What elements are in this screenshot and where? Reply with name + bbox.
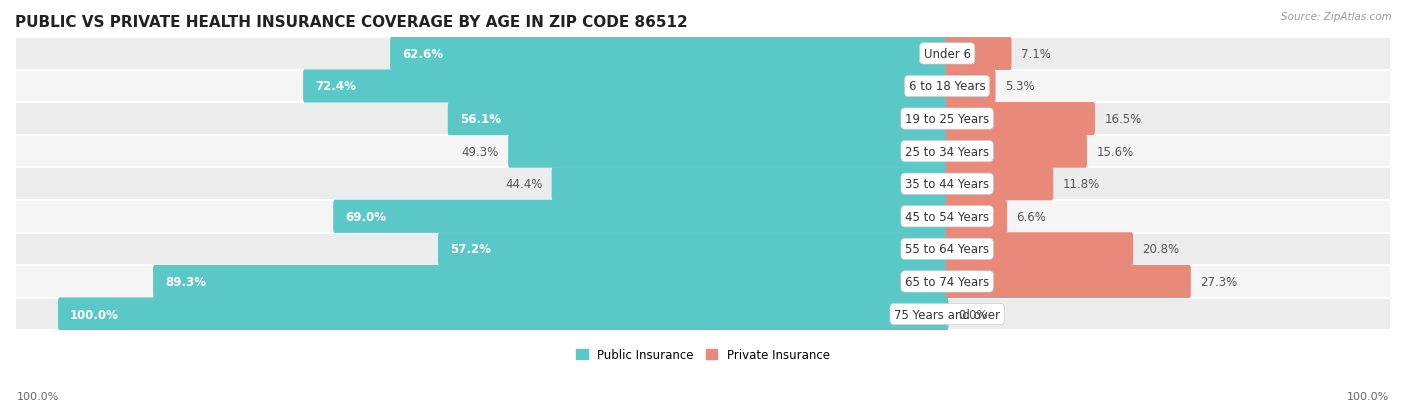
Text: 44.4%: 44.4% bbox=[505, 178, 543, 191]
FancyBboxPatch shape bbox=[15, 38, 1391, 71]
FancyBboxPatch shape bbox=[15, 103, 1391, 135]
Text: 55 to 64 Years: 55 to 64 Years bbox=[905, 243, 990, 256]
Text: 89.3%: 89.3% bbox=[165, 275, 207, 288]
FancyBboxPatch shape bbox=[15, 200, 1391, 233]
Text: 5.3%: 5.3% bbox=[1005, 80, 1035, 93]
Text: 6.6%: 6.6% bbox=[1017, 210, 1046, 223]
Text: 100.0%: 100.0% bbox=[17, 391, 59, 401]
FancyBboxPatch shape bbox=[508, 135, 949, 169]
Text: 69.0%: 69.0% bbox=[346, 210, 387, 223]
FancyBboxPatch shape bbox=[439, 233, 949, 266]
Text: 19 to 25 Years: 19 to 25 Years bbox=[905, 113, 990, 126]
Text: 72.4%: 72.4% bbox=[315, 80, 356, 93]
Legend: Public Insurance, Private Insurance: Public Insurance, Private Insurance bbox=[571, 343, 835, 366]
Text: 20.8%: 20.8% bbox=[1143, 243, 1180, 256]
FancyBboxPatch shape bbox=[15, 266, 1391, 298]
Text: 35 to 44 Years: 35 to 44 Years bbox=[905, 178, 990, 191]
Text: PUBLIC VS PRIVATE HEALTH INSURANCE COVERAGE BY AGE IN ZIP CODE 86512: PUBLIC VS PRIVATE HEALTH INSURANCE COVER… bbox=[15, 15, 688, 30]
FancyBboxPatch shape bbox=[153, 265, 949, 298]
Text: 62.6%: 62.6% bbox=[402, 48, 443, 61]
FancyBboxPatch shape bbox=[946, 38, 1011, 71]
Text: 15.6%: 15.6% bbox=[1097, 145, 1133, 158]
Text: 100.0%: 100.0% bbox=[1347, 391, 1389, 401]
FancyBboxPatch shape bbox=[946, 70, 995, 103]
FancyBboxPatch shape bbox=[389, 38, 949, 71]
FancyBboxPatch shape bbox=[551, 168, 949, 201]
Text: Under 6: Under 6 bbox=[924, 48, 970, 61]
Text: Source: ZipAtlas.com: Source: ZipAtlas.com bbox=[1281, 12, 1392, 22]
Text: 25 to 34 Years: 25 to 34 Years bbox=[905, 145, 990, 158]
Text: 45 to 54 Years: 45 to 54 Years bbox=[905, 210, 990, 223]
Text: 49.3%: 49.3% bbox=[461, 145, 499, 158]
Text: 0.0%: 0.0% bbox=[957, 308, 987, 321]
FancyBboxPatch shape bbox=[946, 200, 1007, 233]
Text: 6 to 18 Years: 6 to 18 Years bbox=[908, 80, 986, 93]
Text: 57.2%: 57.2% bbox=[450, 243, 491, 256]
FancyBboxPatch shape bbox=[15, 168, 1391, 200]
Text: 56.1%: 56.1% bbox=[460, 113, 501, 126]
FancyBboxPatch shape bbox=[447, 103, 949, 136]
FancyBboxPatch shape bbox=[946, 168, 1053, 201]
Text: 11.8%: 11.8% bbox=[1063, 178, 1099, 191]
Text: 7.1%: 7.1% bbox=[1021, 48, 1050, 61]
FancyBboxPatch shape bbox=[15, 233, 1391, 266]
Text: 16.5%: 16.5% bbox=[1104, 113, 1142, 126]
FancyBboxPatch shape bbox=[15, 135, 1391, 168]
Text: 27.3%: 27.3% bbox=[1201, 275, 1237, 288]
Text: 100.0%: 100.0% bbox=[70, 308, 120, 321]
FancyBboxPatch shape bbox=[946, 233, 1133, 266]
Text: 65 to 74 Years: 65 to 74 Years bbox=[905, 275, 990, 288]
FancyBboxPatch shape bbox=[946, 265, 1191, 298]
FancyBboxPatch shape bbox=[15, 71, 1391, 103]
Text: 75 Years and over: 75 Years and over bbox=[894, 308, 1000, 321]
FancyBboxPatch shape bbox=[333, 200, 949, 233]
FancyBboxPatch shape bbox=[15, 298, 1391, 330]
FancyBboxPatch shape bbox=[946, 103, 1095, 136]
FancyBboxPatch shape bbox=[946, 135, 1087, 169]
FancyBboxPatch shape bbox=[304, 70, 949, 103]
FancyBboxPatch shape bbox=[58, 298, 949, 331]
